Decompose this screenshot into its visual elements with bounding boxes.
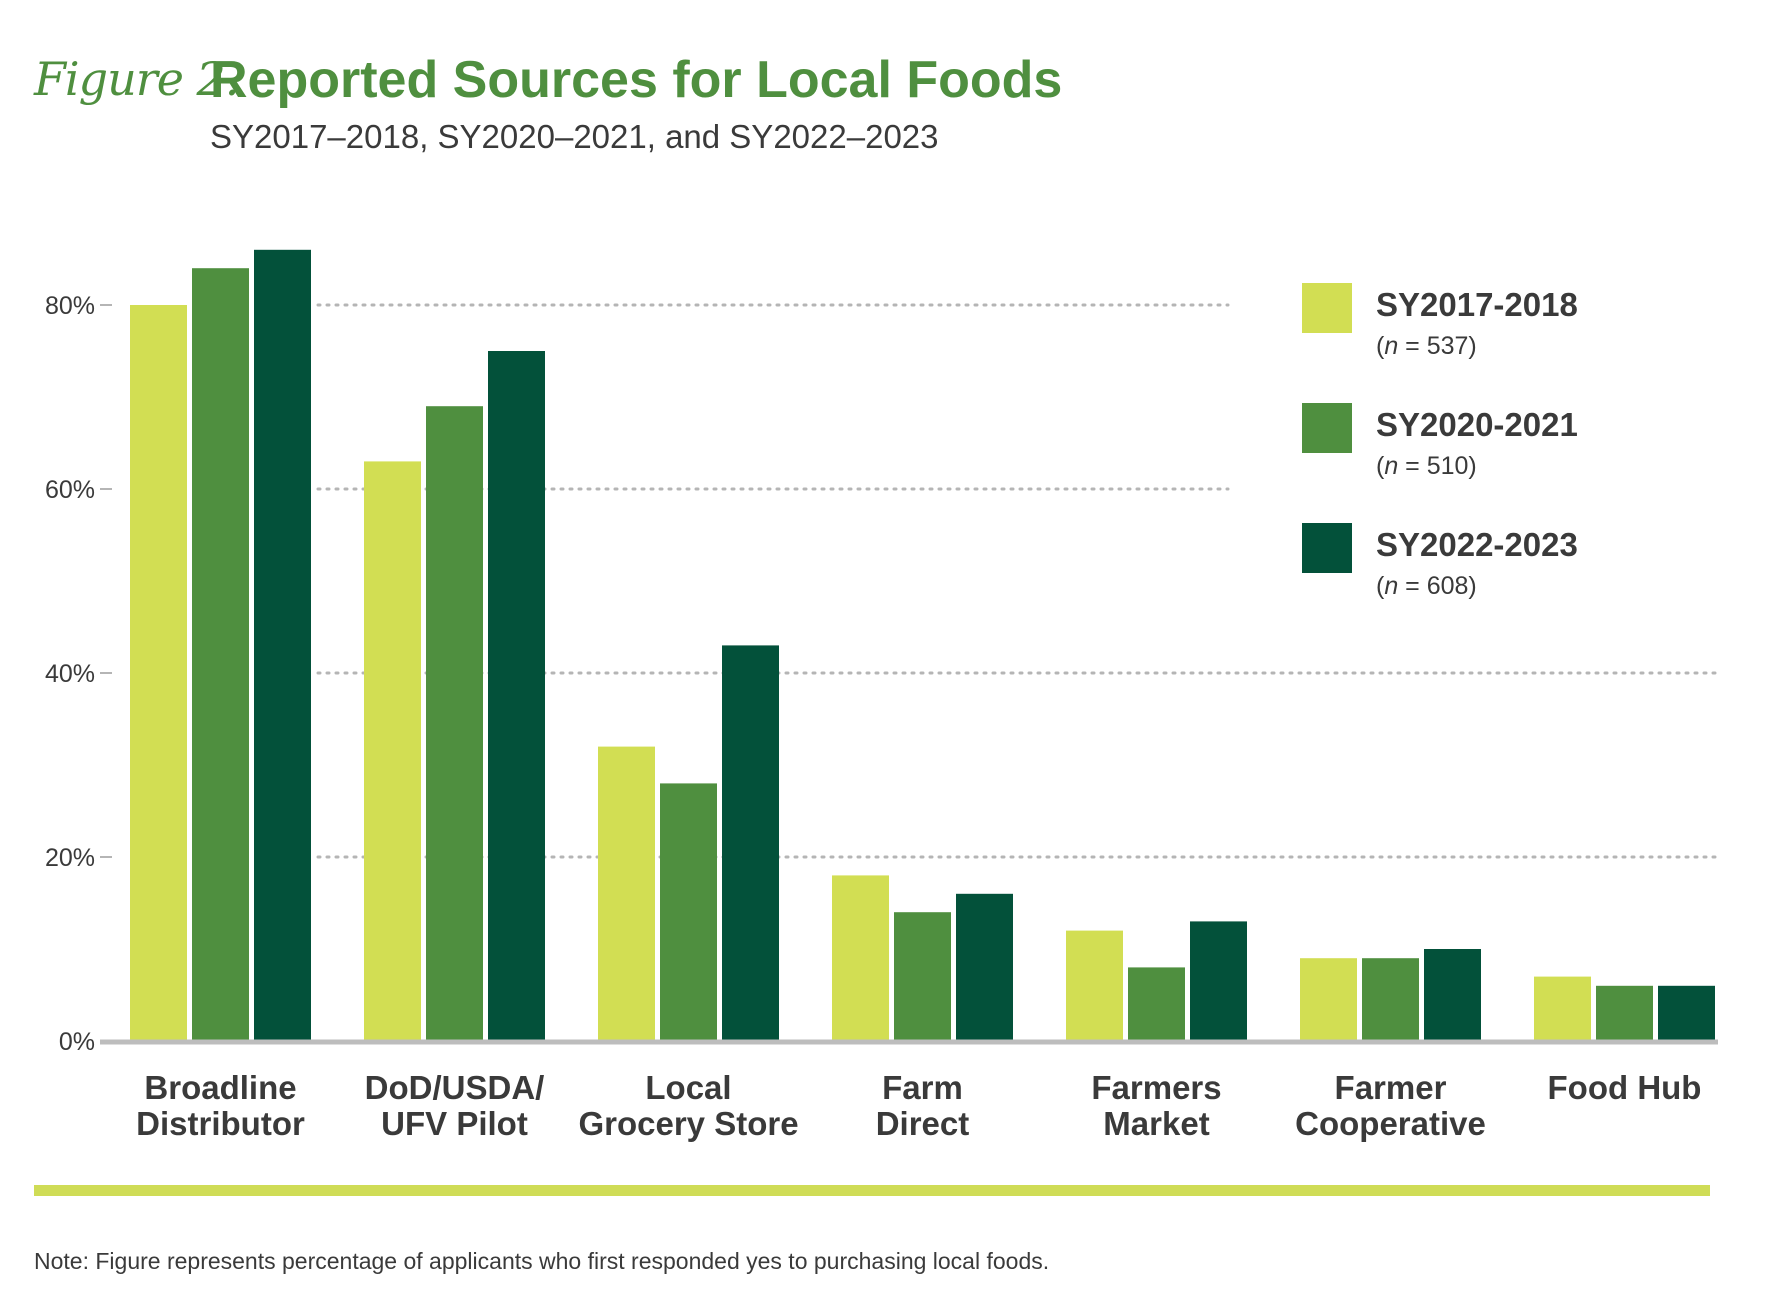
figure-label: Figure 2. [34, 52, 239, 106]
y-tick-label: 40% [45, 660, 95, 688]
x-tick-label: Farm [882, 1069, 963, 1106]
y-tick-label: 20% [45, 844, 95, 872]
bar [1362, 958, 1419, 1041]
x-tick-label: Cooperative [1295, 1105, 1486, 1142]
bar [1596, 985, 1653, 1041]
y-tick-label: 80% [45, 292, 95, 320]
bar [1066, 930, 1123, 1041]
bar [488, 351, 545, 1041]
bar [130, 305, 187, 1041]
legend-label: SY2020-2021 [1376, 406, 1578, 443]
y-tick-label: 0% [59, 1028, 95, 1056]
y-tick-label: 60% [45, 476, 95, 504]
legend-swatch [1302, 283, 1352, 333]
bar [1534, 976, 1591, 1041]
x-tick-label: UFV Pilot [381, 1105, 528, 1142]
bar [1658, 985, 1715, 1041]
bar [956, 893, 1013, 1041]
legend-label: SY2022-2023 [1376, 526, 1578, 563]
chart-subtitle: SY2017–2018, SY2020–2021, and SY2022–202… [210, 118, 939, 155]
x-tick-label: Market [1103, 1105, 1209, 1142]
x-tick-label: Local [645, 1069, 731, 1106]
bar [426, 406, 483, 1041]
bar [1128, 967, 1185, 1041]
x-tick-label: Direct [876, 1105, 970, 1142]
legend-swatch [1302, 523, 1352, 573]
x-tick-label: Farmer [1335, 1069, 1447, 1106]
legend-sample-size: (n = 510) [1376, 452, 1477, 480]
bar [1190, 921, 1247, 1041]
bar [722, 645, 779, 1041]
bar [1300, 958, 1357, 1041]
bar [1424, 949, 1481, 1041]
bar [254, 249, 311, 1042]
legend-sample-size: (n = 608) [1376, 572, 1477, 600]
x-tick-label: Farmers [1091, 1069, 1221, 1106]
bar [192, 268, 249, 1041]
bar [660, 783, 717, 1041]
x-tick-label: Grocery Store [578, 1105, 798, 1142]
bar [894, 912, 951, 1041]
x-tick-label: Distributor [136, 1105, 305, 1142]
legend-sample-size: (n = 537) [1376, 332, 1477, 360]
figure-note: Note: Figure represents percentage of ap… [34, 1248, 1050, 1274]
x-tick-label: DoD/USDA/ [365, 1069, 545, 1106]
legend-swatch [1302, 403, 1352, 453]
divider-rule [34, 1185, 1710, 1196]
x-tick-label: Food Hub [1548, 1069, 1702, 1106]
x-tick-label: Broadline [144, 1069, 296, 1106]
chart-title: Reported Sources for Local Foods [210, 51, 1063, 109]
bar [598, 746, 655, 1041]
legend-label: SY2017-2018 [1376, 286, 1578, 323]
bar [832, 875, 889, 1041]
bar [364, 461, 421, 1041]
